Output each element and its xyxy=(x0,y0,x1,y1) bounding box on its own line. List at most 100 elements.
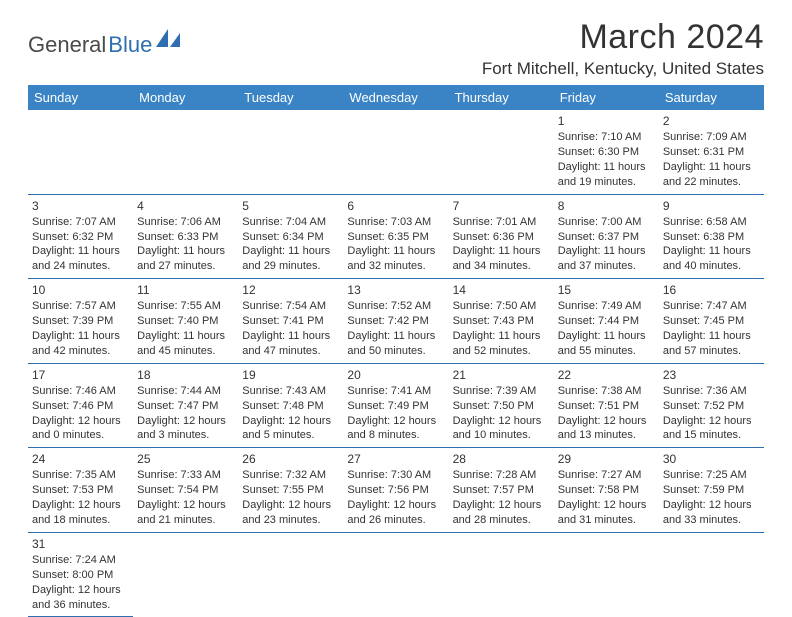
day-number: 22 xyxy=(558,367,655,383)
sunset-line: Sunset: 7:54 PM xyxy=(137,483,234,498)
daylight-line: Daylight: 12 hours xyxy=(453,414,550,429)
daylight-line: and 26 minutes. xyxy=(347,513,444,528)
day-number: 11 xyxy=(137,282,234,298)
title-block: March 2024 Fort Mitchell, Kentucky, Unit… xyxy=(482,18,764,79)
sunset-line: Sunset: 7:45 PM xyxy=(663,314,760,329)
calendar-cell: 1Sunrise: 7:10 AMSunset: 6:30 PMDaylight… xyxy=(554,110,659,194)
day-number: 8 xyxy=(558,198,655,214)
daylight-line: and 0 minutes. xyxy=(32,428,129,443)
daylight-line: and 42 minutes. xyxy=(32,344,129,359)
daylight-line: and 22 minutes. xyxy=(663,175,760,190)
day-number: 20 xyxy=(347,367,444,383)
day-number: 4 xyxy=(137,198,234,214)
day-number: 13 xyxy=(347,282,444,298)
daylight-line: and 50 minutes. xyxy=(347,344,444,359)
daylight-line: and 27 minutes. xyxy=(137,259,234,274)
day-number: 27 xyxy=(347,451,444,467)
daylight-line: and 34 minutes. xyxy=(453,259,550,274)
daylight-line: Daylight: 12 hours xyxy=(242,498,339,513)
sunrise-line: Sunrise: 7:54 AM xyxy=(242,299,339,314)
sunrise-line: Sunrise: 7:49 AM xyxy=(558,299,655,314)
calendar-row: 31Sunrise: 7:24 AMSunset: 8:00 PMDayligh… xyxy=(28,532,764,617)
day-number: 29 xyxy=(558,451,655,467)
calendar-cell: 8Sunrise: 7:00 AMSunset: 6:37 PMDaylight… xyxy=(554,194,659,279)
sunset-line: Sunset: 7:50 PM xyxy=(453,399,550,414)
sunset-line: Sunset: 7:59 PM xyxy=(663,483,760,498)
calendar-cell: 9Sunrise: 6:58 AMSunset: 6:38 PMDaylight… xyxy=(659,194,764,279)
day-number: 6 xyxy=(347,198,444,214)
calendar-cell: 31Sunrise: 7:24 AMSunset: 8:00 PMDayligh… xyxy=(28,532,133,617)
daylight-line: Daylight: 11 hours xyxy=(558,329,655,344)
sunrise-line: Sunrise: 7:41 AM xyxy=(347,384,444,399)
sunrise-line: Sunrise: 7:03 AM xyxy=(347,215,444,230)
daylight-line: and 21 minutes. xyxy=(137,513,234,528)
daylight-line: and 3 minutes. xyxy=(137,428,234,443)
day-number: 18 xyxy=(137,367,234,383)
daylight-line: Daylight: 11 hours xyxy=(242,244,339,259)
daylight-line: and 33 minutes. xyxy=(663,513,760,528)
sunrise-line: Sunrise: 7:04 AM xyxy=(242,215,339,230)
daylight-line: and 13 minutes. xyxy=(558,428,655,443)
calendar-cell: 17Sunrise: 7:46 AMSunset: 7:46 PMDayligh… xyxy=(28,363,133,448)
day-number: 5 xyxy=(242,198,339,214)
day-number: 28 xyxy=(453,451,550,467)
daylight-line: and 15 minutes. xyxy=(663,428,760,443)
sunset-line: Sunset: 6:32 PM xyxy=(32,230,129,245)
sunrise-line: Sunrise: 7:10 AM xyxy=(558,130,655,145)
calendar-cell: 20Sunrise: 7:41 AMSunset: 7:49 PMDayligh… xyxy=(343,363,448,448)
sunrise-line: Sunrise: 7:43 AM xyxy=(242,384,339,399)
daylight-line: and 55 minutes. xyxy=(558,344,655,359)
header: GeneralBlue March 2024 Fort Mitchell, Ke… xyxy=(28,18,764,79)
sunrise-line: Sunrise: 7:36 AM xyxy=(663,384,760,399)
sunrise-line: Sunrise: 7:44 AM xyxy=(137,384,234,399)
sunset-line: Sunset: 7:57 PM xyxy=(453,483,550,498)
daylight-line: and 45 minutes. xyxy=(137,344,234,359)
calendar-cell-empty xyxy=(449,532,554,617)
day-number: 24 xyxy=(32,451,129,467)
sunrise-line: Sunrise: 7:57 AM xyxy=(32,299,129,314)
daylight-line: Daylight: 11 hours xyxy=(242,329,339,344)
daylight-line: Daylight: 12 hours xyxy=(663,414,760,429)
sunset-line: Sunset: 6:38 PM xyxy=(663,230,760,245)
sunset-line: Sunset: 6:35 PM xyxy=(347,230,444,245)
daylight-line: Daylight: 12 hours xyxy=(32,414,129,429)
month-title: March 2024 xyxy=(482,18,764,57)
sunrise-line: Sunrise: 7:01 AM xyxy=(453,215,550,230)
daylight-line: and 5 minutes. xyxy=(242,428,339,443)
calendar-cell: 16Sunrise: 7:47 AMSunset: 7:45 PMDayligh… xyxy=(659,279,764,364)
sunrise-line: Sunrise: 7:33 AM xyxy=(137,468,234,483)
calendar-cell: 19Sunrise: 7:43 AMSunset: 7:48 PMDayligh… xyxy=(238,363,343,448)
logo-text-blue: Blue xyxy=(108,32,152,58)
daylight-line: Daylight: 11 hours xyxy=(558,244,655,259)
day-number: 26 xyxy=(242,451,339,467)
sunrise-line: Sunrise: 7:24 AM xyxy=(32,553,129,568)
calendar-cell: 5Sunrise: 7:04 AMSunset: 6:34 PMDaylight… xyxy=(238,194,343,279)
sunset-line: Sunset: 7:58 PM xyxy=(558,483,655,498)
day-header: Friday xyxy=(554,85,659,110)
sunset-line: Sunset: 6:34 PM xyxy=(242,230,339,245)
sunrise-line: Sunrise: 7:55 AM xyxy=(137,299,234,314)
calendar-cell: 2Sunrise: 7:09 AMSunset: 6:31 PMDaylight… xyxy=(659,110,764,194)
calendar-cell: 30Sunrise: 7:25 AMSunset: 7:59 PMDayligh… xyxy=(659,448,764,533)
daylight-line: Daylight: 12 hours xyxy=(137,414,234,429)
daylight-line: Daylight: 12 hours xyxy=(242,414,339,429)
daylight-line: and 36 minutes. xyxy=(32,598,129,613)
calendar-cell: 4Sunrise: 7:06 AMSunset: 6:33 PMDaylight… xyxy=(133,194,238,279)
daylight-line: and 52 minutes. xyxy=(453,344,550,359)
sunset-line: Sunset: 7:40 PM xyxy=(137,314,234,329)
calendar-cell-empty xyxy=(343,532,448,617)
sunrise-line: Sunrise: 7:25 AM xyxy=(663,468,760,483)
calendar-cell: 14Sunrise: 7:50 AMSunset: 7:43 PMDayligh… xyxy=(449,279,554,364)
sunset-line: Sunset: 8:00 PM xyxy=(32,568,129,583)
day-number: 15 xyxy=(558,282,655,298)
calendar-cell: 27Sunrise: 7:30 AMSunset: 7:56 PMDayligh… xyxy=(343,448,448,533)
sunrise-line: Sunrise: 7:52 AM xyxy=(347,299,444,314)
calendar-cell: 26Sunrise: 7:32 AMSunset: 7:55 PMDayligh… xyxy=(238,448,343,533)
daylight-line: and 40 minutes. xyxy=(663,259,760,274)
daylight-line: Daylight: 11 hours xyxy=(137,244,234,259)
day-number: 9 xyxy=(663,198,760,214)
daylight-line: Daylight: 12 hours xyxy=(453,498,550,513)
daylight-line: and 29 minutes. xyxy=(242,259,339,274)
day-number: 12 xyxy=(242,282,339,298)
day-number: 17 xyxy=(32,367,129,383)
